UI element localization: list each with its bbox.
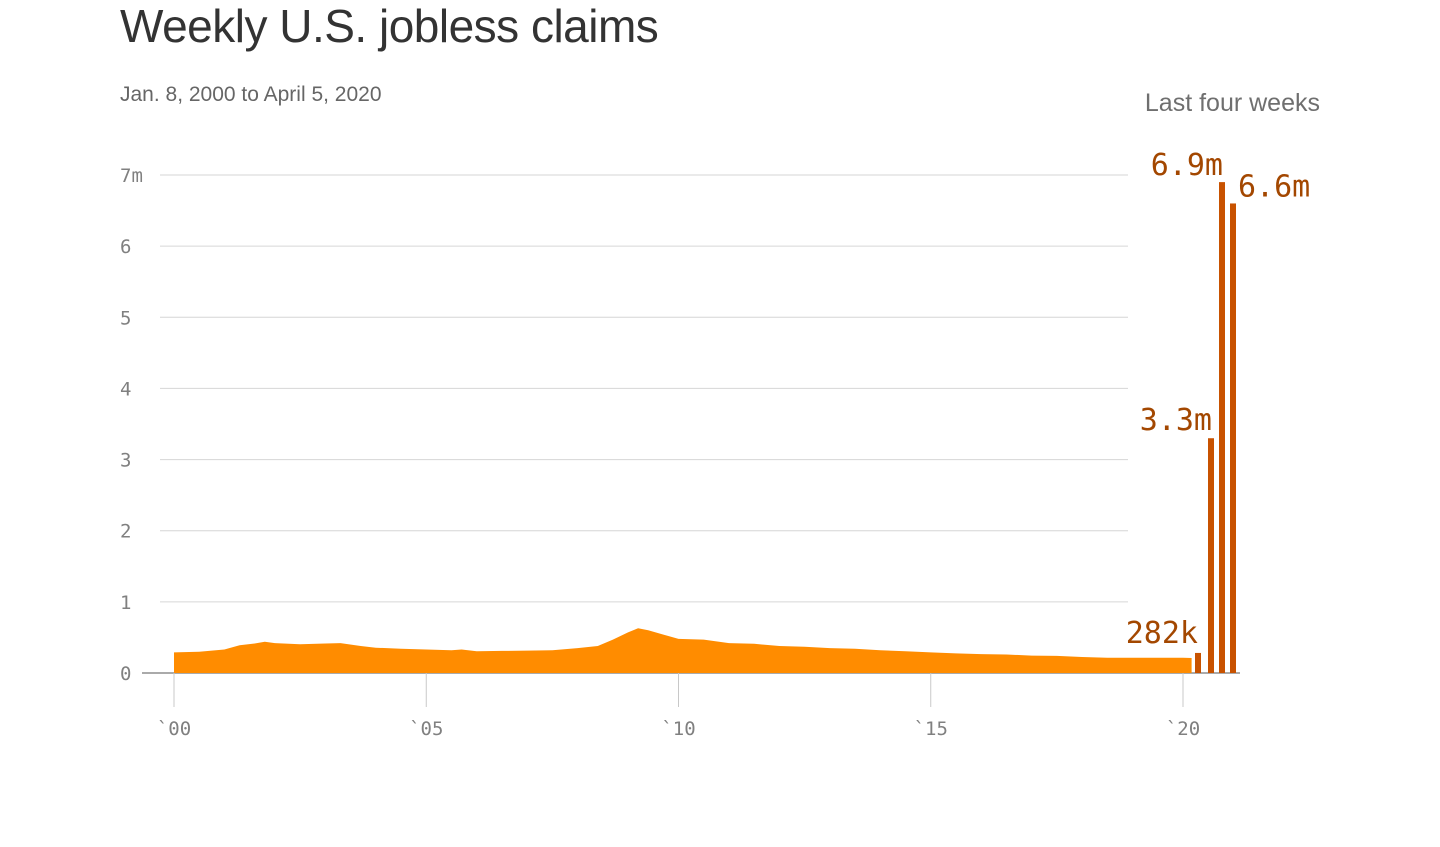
- x-tick-label: `00: [157, 718, 191, 740]
- claims-area: [174, 628, 1192, 673]
- x-tick-label: `20: [1166, 718, 1200, 740]
- y-tick-label: 1: [120, 592, 131, 614]
- chart-subtitle: Jan. 8, 2000 to April 5, 2020: [120, 83, 382, 106]
- y-tick-label: 6: [120, 236, 131, 258]
- bar-value-label: 282k: [1126, 616, 1198, 651]
- claims-area-path: [174, 628, 1192, 673]
- y-axis-ticks: 0 1 2 3 4 5 6 7m: [120, 165, 143, 685]
- bar-annotations: 282k 3.3m 6.9m 6.6m: [1126, 148, 1311, 651]
- last-week-bar: [1195, 652, 1201, 673]
- x-tick-label: `10: [661, 718, 695, 740]
- x-axis-ticks: `00 `05 `10 `15 `20: [157, 673, 1200, 740]
- last-four-weeks-bars: [1195, 182, 1236, 673]
- last-four-weeks-label: Last four weeks: [1144, 89, 1320, 117]
- y-tick-label: 0: [120, 663, 131, 685]
- bar-value-label: 3.3m: [1140, 403, 1212, 438]
- last-week-bar: [1208, 438, 1214, 673]
- y-tick-label: 2: [120, 521, 131, 543]
- y-tick-label: 4: [120, 378, 131, 400]
- x-tick-label: `05: [409, 718, 443, 740]
- y-tick-label: 5: [120, 307, 131, 329]
- bar-value-label: 6.9m: [1151, 148, 1223, 183]
- bar-value-label: 6.6m: [1238, 169, 1310, 204]
- gridlines: [142, 174, 1240, 674]
- y-tick-label: 3: [120, 450, 131, 472]
- chart-title: Weekly U.S. jobless claims: [120, 0, 659, 52]
- y-tick-label: 7m: [120, 165, 143, 187]
- last-week-bar: [1230, 203, 1236, 673]
- last-week-bar: [1219, 182, 1225, 673]
- x-tick-label: `15: [914, 718, 948, 740]
